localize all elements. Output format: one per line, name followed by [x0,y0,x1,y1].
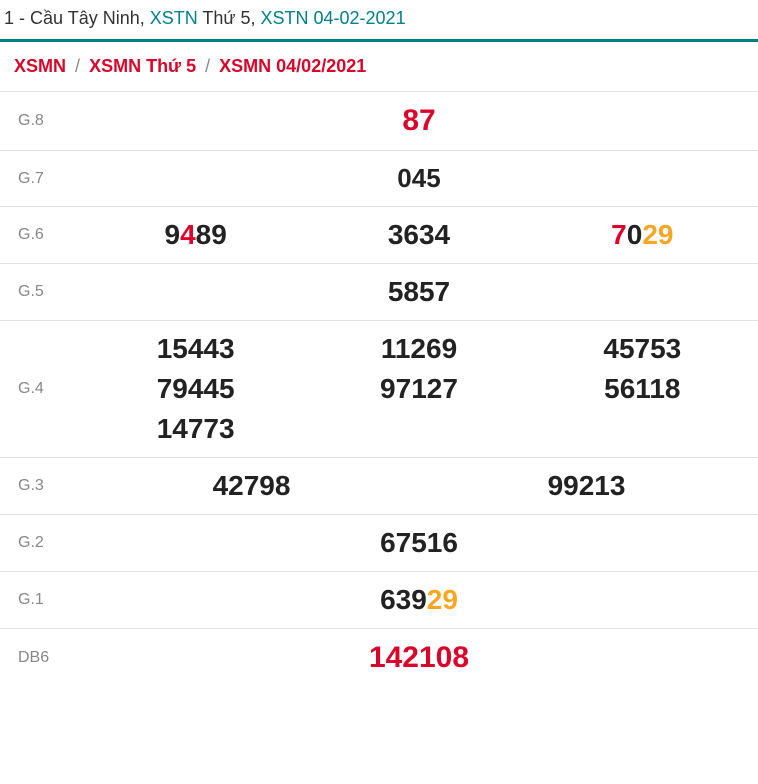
table-row: G.267516 [0,515,758,572]
table-row: G.6948936347029 [0,207,758,264]
prize-label: G.3 [0,458,80,515]
prize-label: G.6 [0,207,80,264]
result-number [307,409,530,449]
table-row: G.55857 [0,264,758,321]
result-number: 42798 [84,466,419,506]
result-number: 3634 [307,215,530,255]
table-row: G.7045 [0,151,758,207]
result-number: 63929 [84,580,754,620]
table-row: G.4154431126945753 794459712756118 14773 [0,321,758,458]
prize-values: 045 [80,151,758,207]
breadcrumb-sep: / [201,56,214,76]
prize-values: 948936347029 [80,207,758,264]
result-number [531,409,754,449]
result-number: 5857 [84,272,754,312]
result-number: 45753 [531,329,754,369]
breadcrumb-item[interactable]: XSMN 04/02/2021 [219,56,366,76]
result-number: 142108 [84,637,754,679]
result-number: 11269 [307,329,530,369]
table-row: G.163929 [0,572,758,629]
prize-label: G.4 [0,321,80,458]
result-number: 87 [84,100,754,142]
result-number: 56118 [531,369,754,409]
page-header: 1 - Cầu Tây Ninh, XSTN Thứ 5, XSTN 04-02… [0,0,758,39]
prize-values: 4279899213 [80,458,758,515]
prize-label: G.8 [0,92,80,151]
table-row: G.34279899213 [0,458,758,515]
result-number: 045 [84,159,754,198]
header-link-2[interactable]: XSTN 04-02-2021 [261,8,406,28]
prize-label: G.1 [0,572,80,629]
result-number: 9489 [84,215,307,255]
prize-values: 67516 [80,515,758,572]
result-number: 15443 [84,329,307,369]
result-number: 99213 [419,466,754,506]
breadcrumb-item[interactable]: XSMN [14,56,66,76]
breadcrumb-item[interactable]: XSMN Thứ 5 [89,56,196,76]
header-link-1[interactable]: XSTN [150,8,198,28]
prize-label: DB6 [0,629,80,688]
table-row: DB6142108 [0,629,758,688]
result-number: 14773 [84,409,307,449]
prize-label: G.5 [0,264,80,321]
prize-values: 142108 [80,629,758,688]
breadcrumb: XSMN / XSMN Thứ 5 / XSMN 04/02/2021 [0,42,758,91]
result-number: 97127 [307,369,530,409]
breadcrumb-sep: / [71,56,84,76]
prize-values: 87 [80,92,758,151]
result-number: 7029 [531,215,754,255]
prize-label: G.7 [0,151,80,207]
result-number: 79445 [84,369,307,409]
prize-values: 5857 [80,264,758,321]
header-prefix: 1 - Cầu Tây Ninh, [4,8,150,28]
prize-values: 63929 [80,572,758,629]
prize-label: G.2 [0,515,80,572]
result-number: 67516 [84,523,754,563]
results-table: G.887G.7045G.6948936347029G.55857G.41544… [0,91,758,687]
prize-values: 154431126945753 794459712756118 14773 [80,321,758,458]
header-mid: Thứ 5, [198,8,261,28]
table-row: G.887 [0,92,758,151]
